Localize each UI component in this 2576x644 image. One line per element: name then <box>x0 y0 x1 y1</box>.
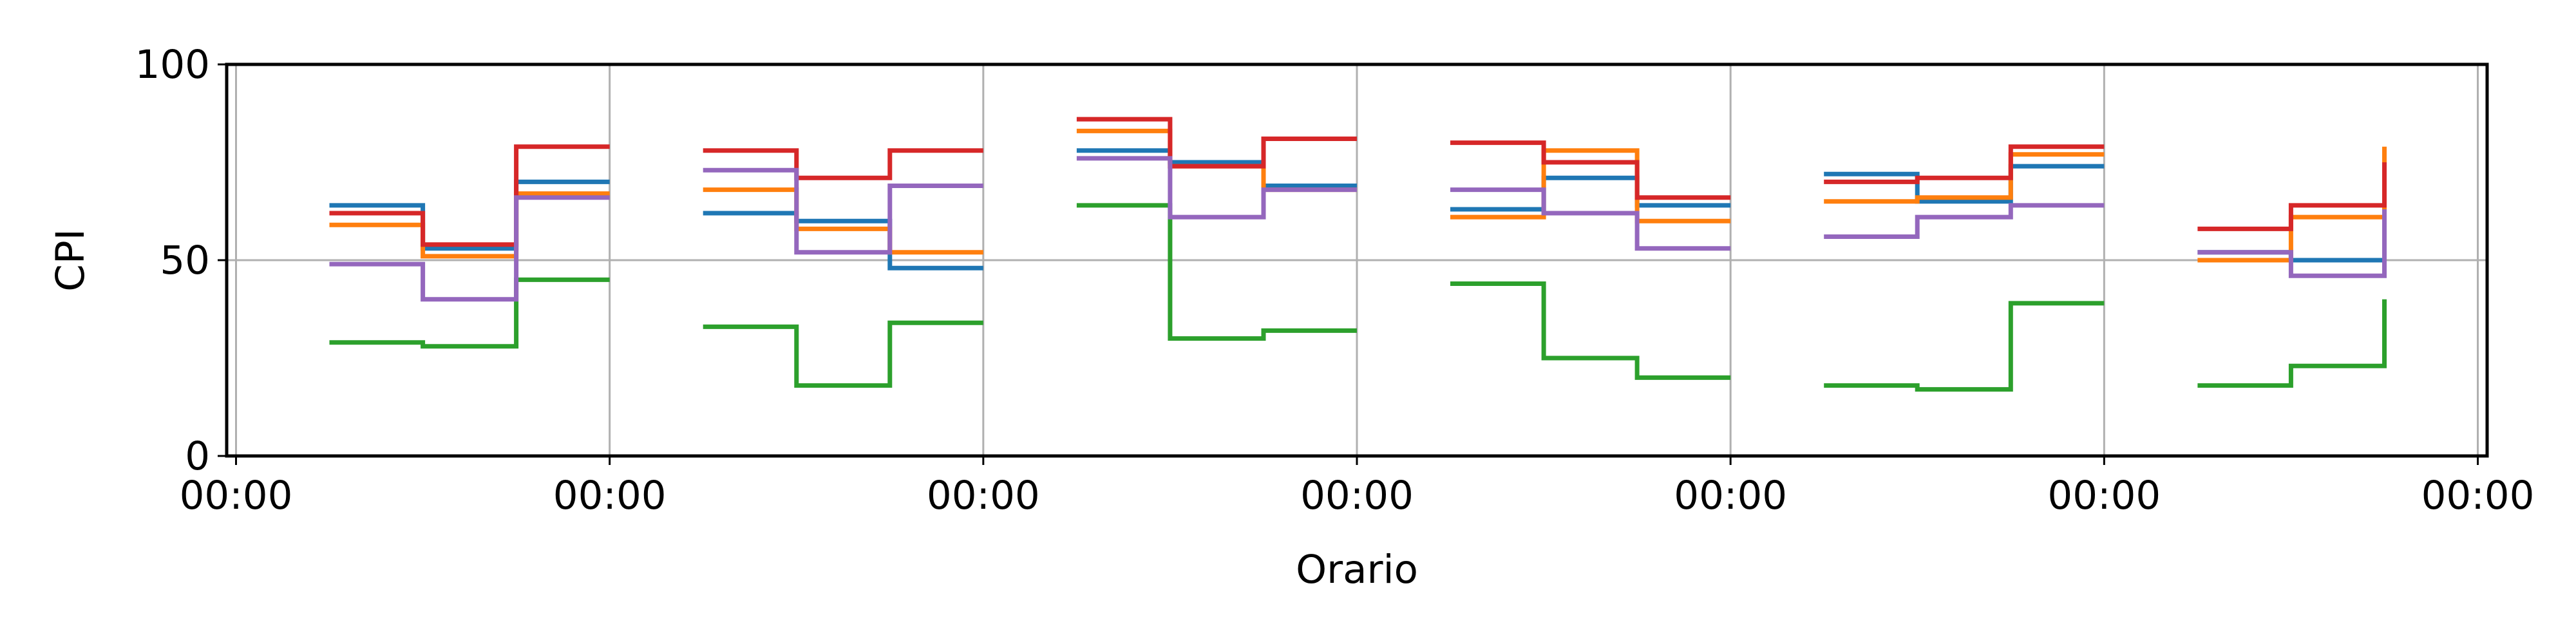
series-1-segment <box>703 211 983 270</box>
series-4-segment <box>1076 117 1357 169</box>
series-2-segment <box>329 191 610 259</box>
series-2-segment <box>703 187 983 255</box>
series-4-segment <box>1450 140 1731 200</box>
x-axis-title: Orario <box>1296 547 1418 592</box>
series-3-segment <box>2197 299 2387 388</box>
x-tick-label: 00:00 <box>927 473 1040 518</box>
series-4-segment <box>329 144 610 247</box>
y-tick-label: 100 <box>135 42 210 88</box>
series-3-segment <box>1824 301 2105 392</box>
y-tick-label: 0 <box>185 433 210 479</box>
series-1-segment <box>329 179 610 251</box>
x-tick-label: 00:00 <box>553 473 667 518</box>
x-tick-label: 00:00 <box>1300 473 1414 518</box>
x-tick-label: 00:00 <box>180 473 293 518</box>
x-tick-label: 00:00 <box>2421 473 2535 518</box>
series-5-segment <box>1450 187 1731 251</box>
series-5-segment <box>1076 156 1357 220</box>
series-4-segment <box>1824 144 2105 184</box>
axis-ticks: 00:00 00:00 00:00 00:00 00:00 00:00 00:0005010… <box>135 42 2535 518</box>
series-2-segment <box>1450 148 1731 223</box>
series-1-segment <box>1450 175 1731 212</box>
grid-lines <box>227 63 2487 457</box>
series-1-segment <box>1076 148 1357 188</box>
series-3-segment <box>1450 281 1731 380</box>
series-3-segment <box>329 277 610 349</box>
series-4-segment <box>2197 162 2387 231</box>
x-tick-label: 00:00 <box>1674 473 1787 518</box>
series-lines <box>329 117 2387 392</box>
y-tick-label: 50 <box>160 238 210 283</box>
series-5-segment <box>2197 209 2387 278</box>
x-tick-label: 00:00 <box>2047 473 2161 518</box>
series-4-segment <box>703 148 983 180</box>
series-2-segment <box>1824 152 2105 204</box>
series-1-segment <box>1824 164 2105 204</box>
series-5-segment <box>1824 203 2105 239</box>
series-3-segment <box>1076 203 1357 341</box>
series-5-segment <box>703 167 983 255</box>
series-5-segment <box>329 195 610 302</box>
series-3-segment <box>703 320 983 388</box>
y-axis-title: CPI <box>48 229 93 291</box>
